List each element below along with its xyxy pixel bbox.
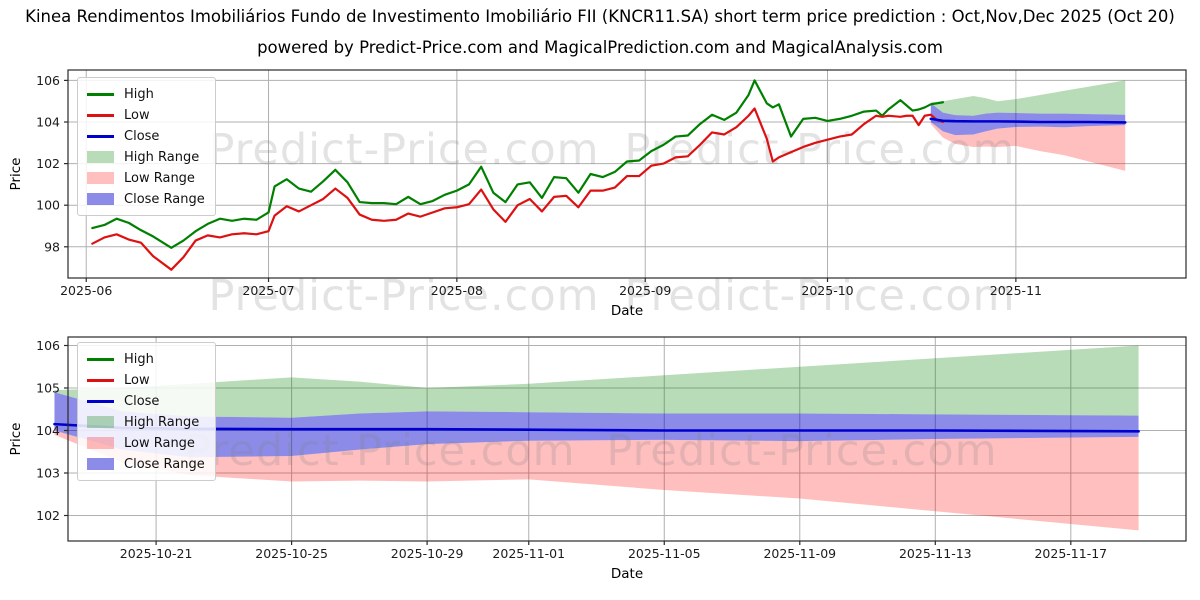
low-swatch: [87, 113, 114, 117]
watermark-text: Predict-Price.com: [208, 271, 599, 321]
high-swatch: [87, 92, 114, 96]
y-tick-label: 102: [36, 156, 60, 171]
low-range-swatch: [87, 172, 114, 184]
y-tick-label: 102: [36, 508, 60, 523]
watermark-text: Predict-Price.com: [208, 125, 599, 175]
y-tick-label: 104: [36, 115, 60, 130]
close-range-swatch: [87, 458, 114, 470]
x-tick-label: 2025-10-29: [391, 546, 464, 561]
high-line: [91, 79, 945, 249]
figure-title: Kinea Rendimentos Imobiliários Fundo de …: [25, 7, 1175, 26]
x-tick-label: 2025-11-17: [1034, 546, 1107, 561]
y-axis-label: Price: [8, 423, 24, 456]
x-tick-label: 2025-10: [801, 283, 853, 298]
legend-label-low-range: Low Range: [124, 170, 195, 186]
close-swatch: [87, 399, 114, 403]
legend-label-close-range: Close Range: [124, 191, 205, 207]
legend-item-high: High: [87, 350, 205, 368]
legend-bottom-chart: High Low Close High Range Low Range Close Ran…: [77, 342, 216, 481]
watermark-text: Predict-Price.com: [624, 125, 1015, 175]
low-range-swatch: [87, 437, 114, 449]
high-range-band: [930, 80, 1126, 116]
legend-label-low-range: Low Range: [124, 435, 195, 451]
x-axis-label: Date: [611, 303, 643, 319]
x-axis-label: Date: [611, 566, 643, 582]
x-tick-label: 2025-11-01: [492, 546, 565, 561]
legend-label-high-range: High Range: [124, 149, 200, 165]
plot-border: [67, 69, 1187, 279]
high-range-swatch: [87, 416, 114, 428]
legend-label-close-range: Close Range: [124, 456, 205, 472]
watermark-text: Predict-Price.com: [184, 426, 575, 476]
close-swatch: [87, 134, 114, 138]
price-history-chart: Predict-Price.com Predict-Price.com Predic…: [8, 69, 1187, 321]
legend-item-close: Close: [87, 127, 205, 145]
high-swatch: [87, 357, 114, 361]
legend-item-high-range: High Range: [87, 148, 205, 166]
low-line: [91, 107, 945, 271]
high-range-band: [54, 345, 1139, 418]
low-range-band: [930, 122, 1126, 171]
legend-label-low: Low: [124, 372, 150, 388]
x-tick-label: 2025-10-25: [255, 546, 328, 561]
close-range-swatch: [87, 193, 114, 205]
legend-label-close: Close: [124, 128, 160, 144]
legend-label-close: Close: [124, 393, 160, 409]
y-tick-label: 106: [36, 338, 60, 353]
y-axis-label: Price: [8, 158, 24, 191]
x-tick-label: 2025-11-09: [763, 546, 836, 561]
legend-item-low-range: Low Range: [87, 169, 205, 187]
legend-item-low: Low: [87, 371, 205, 389]
legend-item-high-range: High Range: [87, 413, 205, 431]
x-tick-label: 2025-11-13: [899, 546, 972, 561]
legend-item-close: Close: [87, 392, 205, 410]
legend-top-chart: High Low Close High Range Low Range Close Ran…: [77, 77, 216, 216]
plot-border: [67, 336, 1187, 542]
close-range-band: [54, 392, 1139, 458]
y-tick-label: 104: [36, 423, 60, 438]
legend-item-low-range: Low Range: [87, 434, 205, 452]
close-line: [929, 117, 1127, 124]
x-tick-label: 2025-07: [242, 283, 294, 298]
x-tick-label: 2025-08: [431, 283, 483, 298]
close-range-band: [930, 103, 1126, 136]
legend-item-close-range: Close Range: [87, 455, 205, 473]
figure-subtitle: powered by Predict-Price.com and Magical…: [257, 38, 943, 57]
legend-item-high: High: [87, 85, 205, 103]
y-tick-label: 105: [36, 381, 60, 396]
low-range-band: [54, 430, 1139, 531]
legend-label-high: High: [124, 86, 154, 102]
high-range-swatch: [87, 151, 114, 163]
legend-label-high: High: [124, 351, 154, 367]
y-tick-label: 106: [36, 73, 60, 88]
legend-label-high-range: High Range: [124, 414, 200, 430]
x-tick-label: 2025-06: [60, 283, 112, 298]
legend-item-close-range: Close Range: [87, 190, 205, 208]
price-forecast-chart: Predict-Price.com Predict-Price.com 2025-1…: [8, 336, 1187, 582]
x-tick-label: 2025-10-21: [120, 546, 193, 561]
watermark-text: Predict-Price.com: [606, 426, 997, 476]
legend-item-low: Low: [87, 106, 205, 124]
y-tick-label: 100: [36, 198, 60, 213]
y-tick-label: 103: [36, 466, 60, 481]
x-tick-label: 2025-11-05: [628, 546, 701, 561]
x-tick-label: 2025-09: [619, 283, 671, 298]
watermark-text: Predict-Price.com: [624, 271, 1015, 321]
low-swatch: [87, 378, 114, 382]
x-tick-label: 2025-11: [990, 283, 1042, 298]
y-tick-label: 98: [44, 239, 60, 254]
legend-label-low: Low: [124, 107, 150, 123]
